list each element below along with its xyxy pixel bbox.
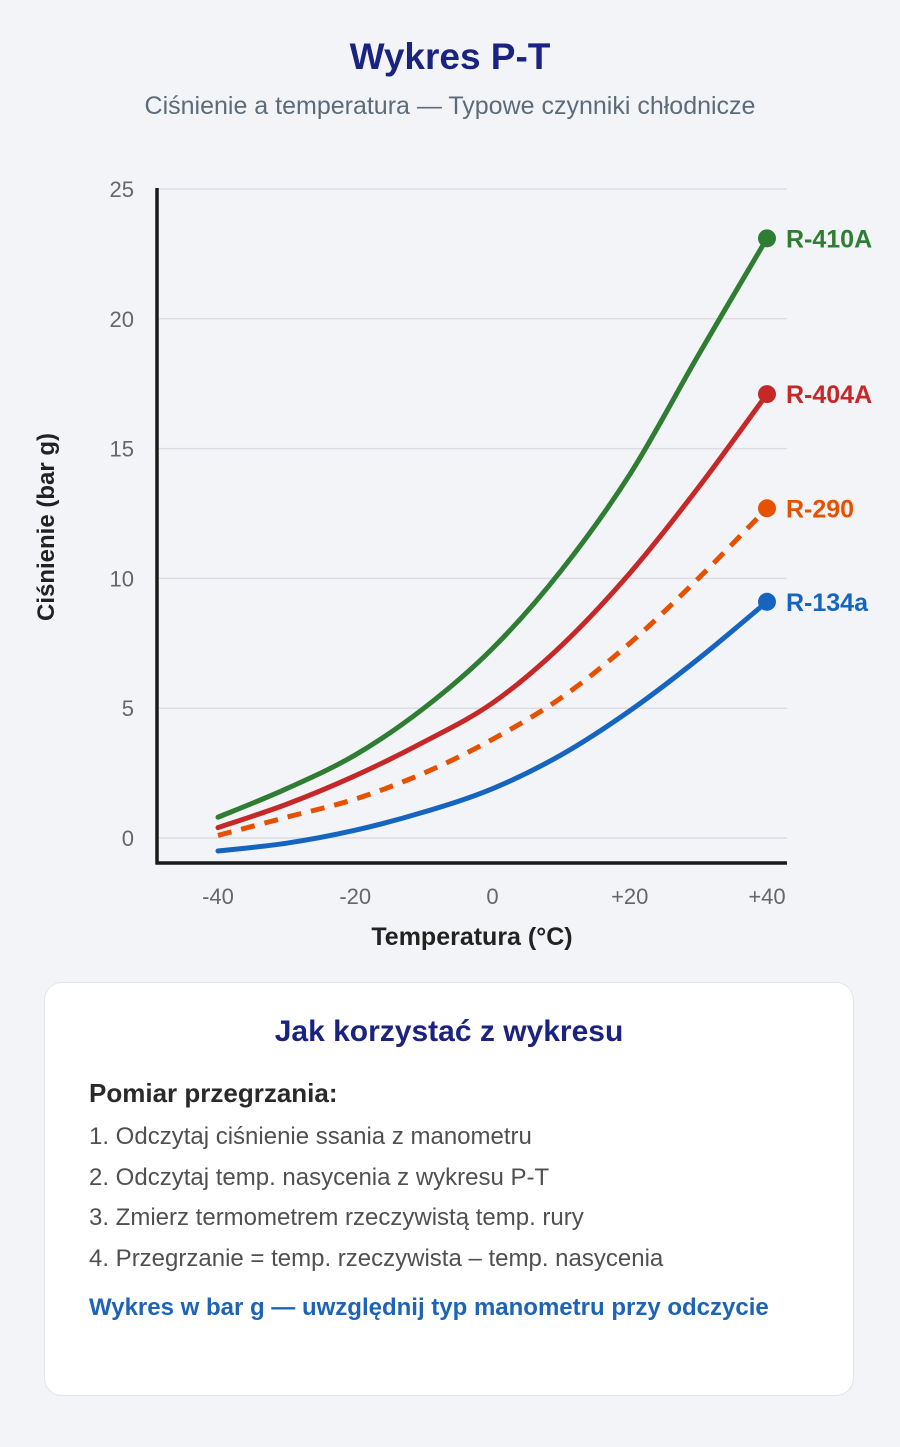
x-tick-labels: -40 -20 0 +20 +40	[202, 884, 786, 909]
page-subtitle: Ciśnienie a temperatura — Typowe czynnik…	[144, 92, 756, 120]
y-tick-label: 20	[110, 307, 134, 332]
x-axis-label: Temperatura (°C)	[371, 923, 572, 951]
pt-chart: 0 5 10 15 20 25 -40 -20 0 +20 +40 R-410A R-404A R-2…	[33, 177, 872, 951]
card-title: Jak korzystać z wykresu	[274, 1015, 624, 1048]
series-line-r-134a	[215, 599, 770, 854]
page-title: Wykres P-T	[349, 36, 551, 77]
x-tick-label: 0	[486, 884, 498, 909]
y-tick-label: 5	[122, 696, 134, 721]
x-tick-label: +20	[611, 884, 648, 909]
list-item: 4. Przegrzanie = temp. rzeczywista – tem…	[89, 1244, 664, 1272]
list-item: 2. Odczytaj temp. nasycenia z wykresu P-…	[89, 1163, 550, 1191]
series-label-r-410a: R-410A	[786, 225, 872, 253]
usage-card: Jak korzystać z wykresu Pomiar przegrzan…	[44, 982, 854, 1396]
y-tick-label: 25	[110, 177, 134, 202]
y-tick-label: 15	[110, 437, 134, 462]
series-end-marker-r-134a	[758, 592, 776, 611]
y-tick-labels: 0 5 10 15 20 25	[110, 177, 134, 851]
grid-lines	[157, 188, 787, 839]
steps-list: 1. Odczytaj ciśnienie ssania z manometru…	[89, 1121, 663, 1283]
y-tick-label: 0	[122, 826, 134, 851]
x-tick-label: -40	[202, 884, 234, 909]
series-line-r-290	[217, 506, 769, 838]
series-label-r-290: R-290	[786, 495, 854, 523]
series-lines	[215, 229, 776, 854]
y-axis-label: Ciśnienie (bar g)	[33, 433, 60, 621]
card-note: Wykres w bar g — uwzględnij typ manometr…	[89, 1294, 769, 1321]
series-line-r-404a	[215, 391, 770, 831]
series-end-labels: R-410A R-404A R-290 R-134a	[786, 225, 872, 616]
series-label-r-134a: R-134a	[786, 589, 869, 617]
card-heading: Pomiar przegrzania:	[89, 1078, 338, 1108]
series-end-marker-r-404a	[758, 385, 776, 404]
series-end-marker-r-410a	[758, 229, 776, 248]
series-end-marker-r-290	[758, 499, 776, 518]
list-item: 3. Zmierz termometrem rzeczywistą temp. …	[89, 1204, 584, 1231]
series-label-r-404a: R-404A	[786, 381, 872, 409]
list-item: 1. Odczytaj ciśnienie ssania z manometru	[89, 1123, 532, 1150]
x-tick-label: -20	[339, 884, 371, 909]
series-line-r-410a	[215, 235, 770, 820]
y-tick-label: 10	[110, 566, 134, 591]
axes	[155, 188, 787, 865]
x-tick-label: +40	[748, 884, 785, 909]
